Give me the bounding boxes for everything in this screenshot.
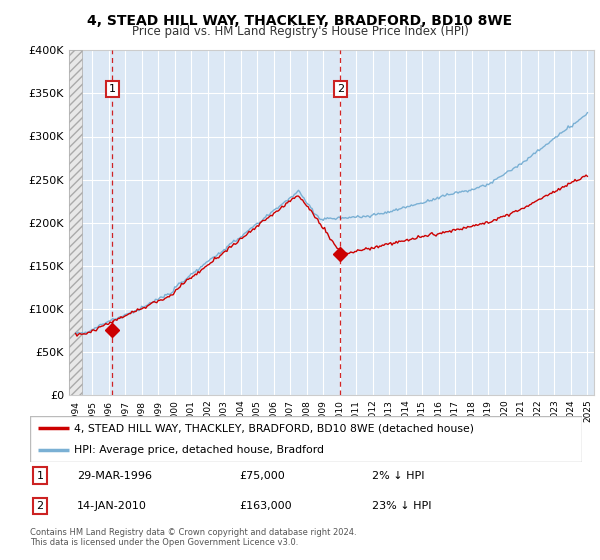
- Text: 14-JAN-2010: 14-JAN-2010: [77, 501, 147, 511]
- Text: 29-MAR-1996: 29-MAR-1996: [77, 470, 152, 480]
- Text: 2% ↓ HPI: 2% ↓ HPI: [372, 470, 425, 480]
- Text: 1: 1: [37, 470, 43, 480]
- Text: Contains HM Land Registry data © Crown copyright and database right 2024.
This d: Contains HM Land Registry data © Crown c…: [30, 528, 356, 548]
- Bar: [69, 50, 82, 395]
- Text: £163,000: £163,000: [240, 501, 292, 511]
- Text: 4, STEAD HILL WAY, THACKLEY, BRADFORD, BD10 8WE: 4, STEAD HILL WAY, THACKLEY, BRADFORD, B…: [88, 14, 512, 28]
- Text: 4, STEAD HILL WAY, THACKLEY, BRADFORD, BD10 8WE (detached house): 4, STEAD HILL WAY, THACKLEY, BRADFORD, B…: [74, 423, 474, 433]
- Text: £75,000: £75,000: [240, 470, 286, 480]
- Text: HPI: Average price, detached house, Bradford: HPI: Average price, detached house, Brad…: [74, 445, 324, 455]
- Text: 23% ↓ HPI: 23% ↓ HPI: [372, 501, 432, 511]
- Text: 1: 1: [109, 84, 116, 94]
- Text: 2: 2: [337, 84, 344, 94]
- Text: Price paid vs. HM Land Registry's House Price Index (HPI): Price paid vs. HM Land Registry's House …: [131, 25, 469, 38]
- Text: 2: 2: [37, 501, 43, 511]
